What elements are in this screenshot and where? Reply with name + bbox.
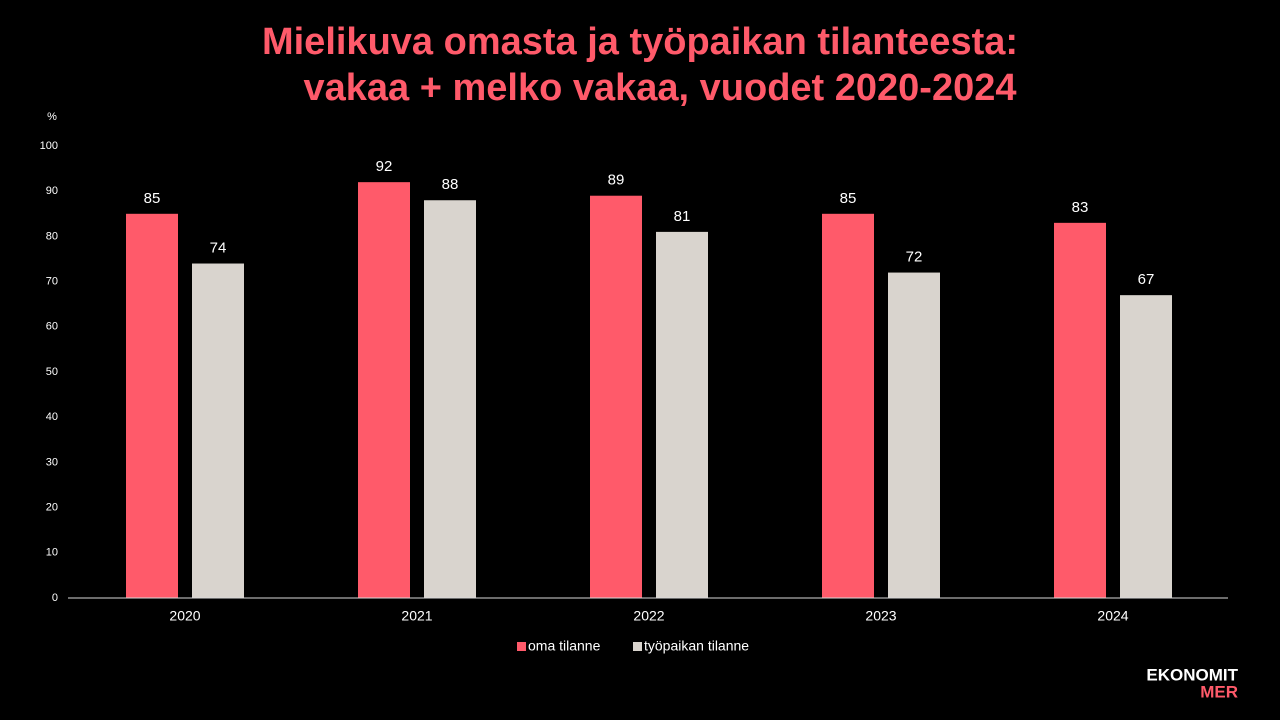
y-tick-label: 60	[46, 321, 58, 333]
legend-swatch	[633, 642, 642, 651]
value-label: 83	[1072, 199, 1089, 216]
value-label: 85	[144, 190, 161, 207]
value-label: 92	[376, 158, 393, 175]
chart-subtitle: vakaa + melko vakaa, vuodet 2020-2024	[304, 67, 1017, 109]
legend-label: työpaikan tilanne	[644, 638, 749, 654]
bar	[822, 213, 874, 599]
y-tick-label: 80	[46, 230, 58, 242]
x-tick-label: 2020	[169, 608, 200, 624]
bar	[1120, 295, 1172, 598]
y-tick-label: 70	[46, 276, 58, 288]
bar	[1054, 222, 1106, 598]
y-tick-label: 30	[46, 456, 58, 468]
bar	[424, 200, 476, 599]
chart-title: Mielikuva omasta ja työpaikan tilanteest…	[262, 21, 1018, 63]
y-axis-label: %	[47, 111, 57, 123]
y-tick-label: 0	[52, 592, 58, 604]
value-label: 88	[442, 176, 459, 193]
x-tick-label: 2021	[401, 608, 432, 624]
y-tick-label: 100	[40, 140, 58, 152]
bar	[590, 195, 642, 598]
legend-label: oma tilanne	[528, 638, 601, 654]
x-tick-label: 2024	[1097, 608, 1128, 624]
value-label: 74	[210, 239, 227, 256]
logo-line2: MER	[1200, 682, 1238, 701]
value-label: 67	[1138, 271, 1155, 288]
x-tick-label: 2023	[865, 608, 896, 624]
y-tick-label: 40	[46, 411, 58, 423]
bar	[656, 231, 708, 598]
value-label: 89	[608, 172, 625, 189]
value-label: 85	[840, 190, 857, 207]
bar	[358, 182, 410, 598]
value-label: 81	[674, 208, 691, 225]
legend-swatch	[517, 642, 526, 651]
y-tick-label: 20	[46, 502, 58, 514]
bar	[192, 263, 244, 598]
bar	[888, 272, 940, 598]
logo-line1: EKONOMIT	[1146, 665, 1238, 684]
y-tick-label: 50	[46, 366, 58, 378]
bar	[126, 213, 178, 599]
x-tick-label: 2022	[633, 608, 664, 624]
value-label: 72	[906, 249, 923, 266]
y-tick-label: 90	[46, 185, 58, 197]
y-tick-label: 10	[46, 547, 58, 559]
